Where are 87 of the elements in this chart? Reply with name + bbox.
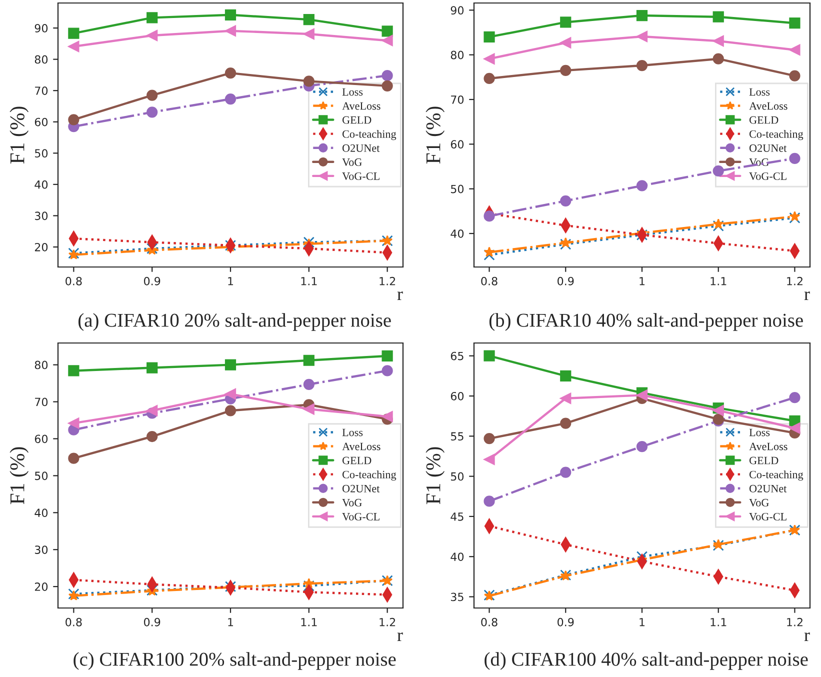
legend-label: O2UNet bbox=[342, 484, 380, 492]
y-tick-label: 20 bbox=[34, 582, 48, 591]
x-tick-label: 0.9 bbox=[558, 618, 574, 626]
legend-label: VoG-CL bbox=[749, 512, 786, 520]
y-tick-label: 50 bbox=[450, 472, 464, 481]
x-tick-label: 0.8 bbox=[481, 618, 498, 626]
legend-label: Co-teaching bbox=[749, 130, 804, 140]
legend-label: VoG-CL bbox=[342, 172, 380, 180]
x-tick-label: 0.8 bbox=[481, 276, 498, 286]
x-axis-title: r bbox=[397, 291, 403, 300]
x-axis-title: r bbox=[397, 632, 403, 642]
y-tick-label: 40 bbox=[34, 180, 48, 189]
x-tick-label: 1 bbox=[228, 618, 234, 626]
x-tick-label: 1.1 bbox=[301, 277, 317, 286]
x-axis-title: r bbox=[804, 291, 810, 300]
y-tick-label: 30 bbox=[34, 212, 48, 220]
y-tick-label: 80 bbox=[34, 360, 48, 370]
y-tick-label: 35 bbox=[450, 592, 464, 602]
legend-label: AveLoss bbox=[342, 102, 380, 110]
x-tick-label: 0.9 bbox=[558, 276, 574, 286]
y-tick-label: 70 bbox=[35, 398, 48, 406]
x-tick-label: 1.1 bbox=[710, 618, 726, 626]
x-tick-label: 0.9 bbox=[144, 276, 160, 286]
legend-label: VoG bbox=[749, 498, 769, 506]
legend-label: AveLoss bbox=[749, 442, 788, 450]
y-axis-title: F1 (%) bbox=[10, 447, 29, 504]
x-tick-label: 1.2 bbox=[787, 618, 802, 626]
legend-label: O2UNet bbox=[749, 484, 787, 492]
x-tick-label: 1 bbox=[228, 277, 234, 286]
legend-label: GELD bbox=[342, 456, 372, 464]
x-tick-label: 1.1 bbox=[710, 277, 726, 286]
text: (d) CIFAR100 40% salt-and-pepper noise bbox=[484, 652, 808, 670]
legend-label: GELD bbox=[342, 116, 372, 124]
legend-label: O2UNet bbox=[749, 144, 787, 152]
y-tick-label: 55 bbox=[450, 432, 464, 441]
y-tick-label: 80 bbox=[450, 50, 464, 60]
legend-label: VoG bbox=[342, 158, 362, 166]
x-tick-label: 0.8 bbox=[66, 276, 82, 286]
legend-label: Loss bbox=[342, 428, 363, 436]
x-tick-label: 1 bbox=[640, 277, 645, 286]
y-tick-label: 50 bbox=[34, 149, 48, 158]
legend-label: GELD bbox=[749, 456, 778, 464]
y-tick-label: 90 bbox=[450, 6, 464, 15]
legend-label: VoG-CL bbox=[749, 172, 786, 180]
legend-label: VoG bbox=[342, 498, 362, 506]
legend-label: VoG-CL bbox=[342, 512, 380, 520]
y-tick-label: 70 bbox=[451, 95, 464, 104]
text: (c) CIFAR100 20% salt-and-pepper noise bbox=[74, 652, 396, 670]
x-axis-title: r bbox=[804, 632, 810, 642]
y-tick-label: 50 bbox=[450, 184, 464, 194]
text: (b) CIFAR10 40% salt-and-pepper noise bbox=[489, 313, 803, 331]
y-tick-label: 60 bbox=[450, 140, 464, 149]
y-tick-label: 40 bbox=[450, 229, 464, 238]
x-tick-label: 0.9 bbox=[144, 618, 160, 626]
legend-label: Co-teaching bbox=[749, 470, 804, 481]
x-tick-label: 0.8 bbox=[66, 618, 82, 626]
legend-label: AveLoss bbox=[749, 102, 788, 110]
legend-label: Co-teaching bbox=[342, 130, 396, 140]
y-tick-label: 30 bbox=[34, 546, 48, 554]
legend-label: Loss bbox=[749, 428, 770, 436]
y-tick-label: 20 bbox=[34, 242, 48, 252]
y-axis-title: F1 (%) bbox=[10, 106, 29, 164]
y-tick-label: 60 bbox=[450, 392, 464, 400]
x-tick-label: 1.1 bbox=[301, 618, 317, 626]
y-axis-title: F1 (%) bbox=[426, 106, 445, 164]
legend-label: Loss bbox=[749, 88, 770, 96]
legend-label: AveLoss bbox=[342, 442, 380, 450]
legend-label: GELD bbox=[749, 116, 778, 124]
x-tick-label: 1.2 bbox=[380, 618, 396, 626]
y-tick-label: 40 bbox=[450, 552, 464, 561]
y-axis-title: F1 (%) bbox=[426, 447, 445, 504]
y-tick-label: 70 bbox=[35, 86, 48, 95]
legend-label: O2UNet bbox=[342, 144, 380, 152]
y-tick-label: 60 bbox=[34, 434, 48, 444]
x-tick-label: 1.2 bbox=[380, 276, 396, 286]
x-tick-label: 1 bbox=[640, 618, 645, 626]
y-tick-label: 65 bbox=[450, 352, 464, 360]
y-tick-label: 40 bbox=[34, 508, 48, 518]
y-tick-label: 50 bbox=[34, 472, 48, 480]
x-tick-label: 1.2 bbox=[787, 276, 802, 286]
legend-label: Loss bbox=[342, 88, 363, 96]
y-tick-label: 80 bbox=[34, 55, 48, 64]
legend-label: Co-teaching bbox=[342, 470, 396, 481]
text: (a) CIFAR10 20% salt-and-pepper noise bbox=[78, 313, 391, 331]
y-tick-label: 90 bbox=[34, 24, 48, 32]
y-tick-label: 45 bbox=[450, 512, 464, 521]
y-tick-label: 60 bbox=[34, 118, 48, 126]
